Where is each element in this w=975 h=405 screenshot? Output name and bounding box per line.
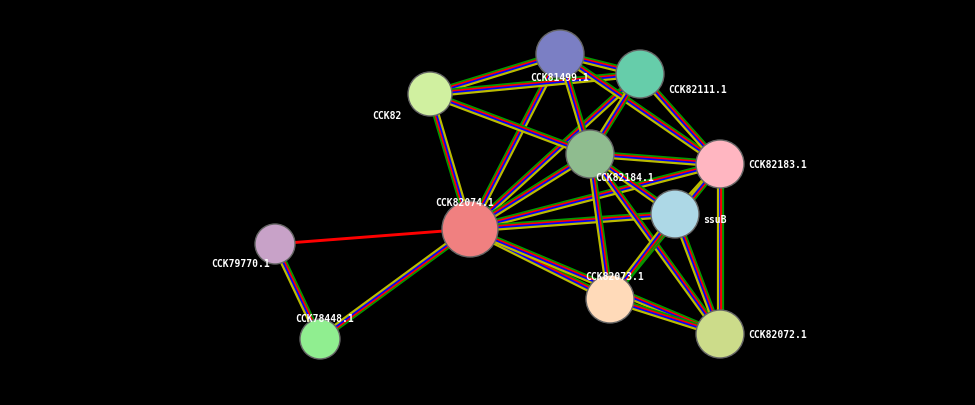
Text: CCK82074.1: CCK82074.1 [436,198,494,207]
Circle shape [586,275,634,323]
Circle shape [300,319,340,359]
Circle shape [696,310,744,358]
Text: CCK82072.1: CCK82072.1 [748,329,806,339]
Circle shape [408,73,452,117]
Circle shape [566,131,614,179]
Text: CCK82183.1: CCK82183.1 [748,160,806,170]
Circle shape [696,141,744,189]
Text: CCK82073.1: CCK82073.1 [586,271,644,281]
Circle shape [651,190,699,239]
Circle shape [536,31,584,79]
Circle shape [255,224,295,264]
Text: CCK82: CCK82 [372,111,402,121]
Text: CCK81499.1: CCK81499.1 [530,73,589,83]
Text: CCK79770.1: CCK79770.1 [212,258,270,269]
Circle shape [616,51,664,99]
Text: CCK78448.1: CCK78448.1 [295,313,354,323]
Circle shape [442,202,498,257]
Text: CCK82111.1: CCK82111.1 [668,85,726,95]
Text: ssuB: ssuB [703,215,726,224]
Text: CCK82184.1: CCK82184.1 [595,173,654,183]
